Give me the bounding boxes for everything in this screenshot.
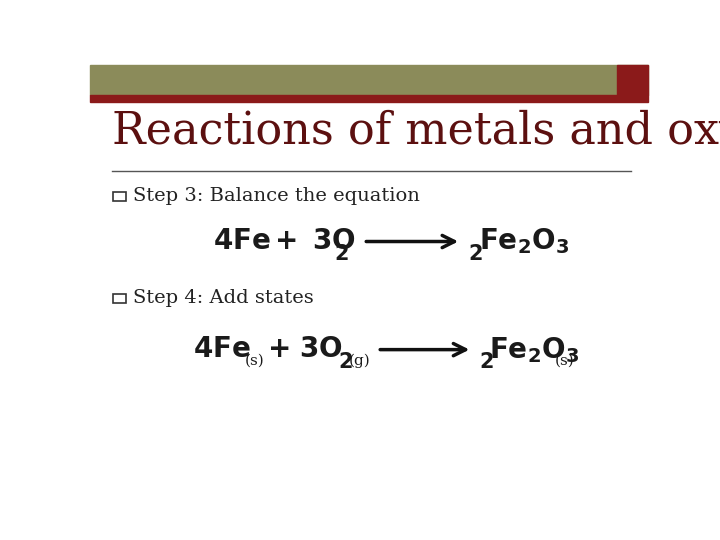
Bar [617,65,648,94]
Bar [114,294,126,303]
Text: $\mathbf{4Fe}$: $\mathbf{4Fe}$ [193,336,251,363]
Text: $\mathbf{2}$: $\mathbf{2}$ [334,244,349,264]
Text: $\mathbf{2}$: $\mathbf{2}$ [338,352,353,372]
Text: $\mathbf{4Fe}$: $\mathbf{4Fe}$ [213,228,271,255]
Text: $\mathbf{+\ 3O}$: $\mathbf{+\ 3O}$ [267,336,343,363]
Bar [90,94,648,102]
Text: (s): (s) [245,354,264,367]
Text: $\mathbf{2}$: $\mathbf{2}$ [479,352,493,372]
Text: $\mathbf{\ +\ 3O}$: $\mathbf{\ +\ 3O}$ [260,228,356,255]
Text: $\mathbf{Fe_2O_3}$: $\mathbf{Fe_2O_3}$ [480,227,570,256]
Text: $\mathbf{Fe_2O_3}$: $\mathbf{Fe_2O_3}$ [489,335,579,365]
Text: $\mathbf{2}$: $\mathbf{2}$ [468,244,482,264]
Text: (s): (s) [554,354,574,367]
Text: Step 4: Add states: Step 4: Add states [133,289,314,307]
Bar [90,65,648,94]
Text: (g): (g) [348,353,370,368]
Text: Reactions of metals and oxygen: Reactions of metals and oxygen [112,110,720,153]
Text: Step 3: Balance the equation: Step 3: Balance the equation [133,187,420,205]
Bar [114,192,126,201]
